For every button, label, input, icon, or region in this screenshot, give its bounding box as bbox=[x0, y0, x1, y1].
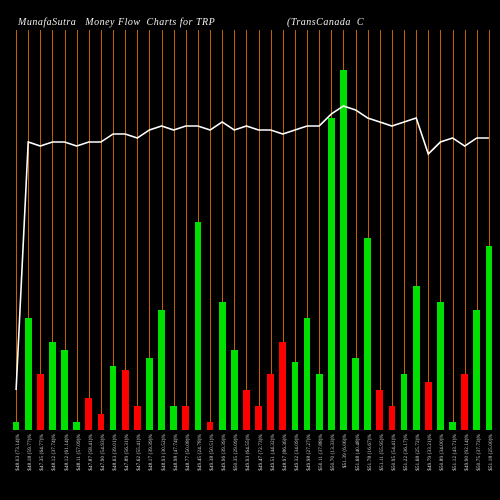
x-axis-label: $50.95 (54.41)% bbox=[392, 434, 397, 471]
x-axis-label: $47.90 (54.93)% bbox=[101, 434, 106, 471]
chart-page: MunafaSutra Money Flow Charts for TRP (T… bbox=[0, 0, 500, 500]
x-axis-label: $48.17 (39.39)% bbox=[149, 434, 154, 471]
x-axis-label: $50.35 (29.09)% bbox=[234, 434, 239, 471]
x-axis-label: $51.18 (25.00)% bbox=[489, 434, 494, 471]
x-axis-label: $50.89 (34.00)% bbox=[440, 434, 445, 471]
x-axis-label: $51.68 (40.48)% bbox=[356, 434, 361, 471]
x-axis-label: $47.35 (64.77)% bbox=[40, 434, 45, 471]
x-axis-label: $49.79 (33.21)% bbox=[428, 434, 433, 471]
x-axis-label: $47.89 (56.31)% bbox=[125, 434, 130, 471]
x-axis-label: $48.11 (57.09)% bbox=[77, 434, 82, 471]
x-axis-label: $49.96 (39.39)% bbox=[222, 434, 227, 471]
x-axis-label: $48.97 (86.36)% bbox=[283, 434, 288, 471]
x-axis-label: $48.63 (39.01)% bbox=[113, 434, 118, 471]
title-mid: Money Flow Charts for TRP bbox=[85, 17, 215, 28]
x-axis-label: $51.78 (16.67)% bbox=[368, 434, 373, 471]
x-axis-label: $49.38 (50.51)% bbox=[210, 434, 215, 471]
x-axis-label: $49.45 (24.78)% bbox=[198, 434, 203, 471]
x-axis-label: $48.18 (59.77)% bbox=[28, 434, 33, 471]
x-axis-label: $51.22 (36.17)% bbox=[404, 434, 409, 471]
x-axis-label: $48.12 (37.74)% bbox=[52, 434, 57, 471]
x-axis-label: $48.12 (61.14)% bbox=[65, 434, 70, 471]
x-axis-label: $51.11 (55.95)% bbox=[380, 434, 385, 471]
x-axis-label: $48.03 (73.14)% bbox=[16, 434, 21, 471]
x-axis-label: $50.11 (37.88)% bbox=[319, 434, 324, 471]
x-axis-label: $48.98 (47.74)% bbox=[174, 434, 179, 471]
chart-area bbox=[0, 30, 500, 430]
x-axis-label: $48.77 (50.08)% bbox=[186, 434, 191, 471]
x-axis-labels: $48.03 (73.14)% $48.18 (59.77)% $47.35 (64… bbox=[0, 430, 500, 500]
x-axis-label: $51.39 (6.06)% bbox=[343, 434, 348, 468]
x-axis-label: $47.62 (55.41)% bbox=[137, 434, 142, 471]
x-axis-label: $47.87 (58.41)% bbox=[89, 434, 94, 471]
title-right: (TransCanada C bbox=[287, 17, 364, 28]
x-axis-label: $51.68 (25.72)% bbox=[416, 434, 421, 471]
x-axis-label: $49.32 (34.09)% bbox=[295, 434, 300, 471]
x-axis-label: $49.51 (44.32)% bbox=[271, 434, 276, 471]
x-axis-label: $49.98 (27.27)% bbox=[307, 434, 312, 471]
x-axis-label: $49.93 (64.55)% bbox=[246, 434, 251, 471]
x-axis-label: $51.12 (43.71)% bbox=[453, 434, 458, 471]
x-axis-label: $49.47 (72.73)% bbox=[259, 434, 264, 471]
x-axis-label: $50.70 (13.33)% bbox=[331, 434, 336, 471]
x-axis-label: $50.75 (37.73)% bbox=[477, 434, 482, 471]
price-line bbox=[0, 30, 500, 430]
x-axis-label: $48.93 (30.52)% bbox=[162, 434, 167, 471]
brand-text: MunafaSutra bbox=[18, 17, 76, 28]
x-axis-label: $49.90 (92.14)% bbox=[465, 434, 470, 471]
